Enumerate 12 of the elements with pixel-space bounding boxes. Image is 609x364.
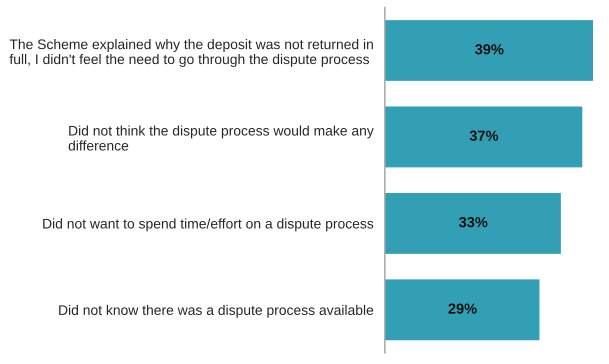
y-tick-label: Did not think the dispute process would make any difference: [68, 125, 374, 151]
bar: [384, 18, 594, 82]
data-label: 37%: [470, 130, 498, 141]
bar: [384, 278, 541, 342]
y-tick-label: Did not want to spend time/effort on a dispute process: [43, 218, 374, 232]
bar: [384, 192, 562, 256]
data-label: 29%: [448, 303, 477, 314]
bar: [384, 105, 584, 169]
y-tick-label: The Scheme explained why the deposit was not returned in full, I didn't feel the need to go through the dispute process: [10, 39, 373, 67]
y-tick-label: Did not know there was a dispute process available: [59, 304, 374, 318]
data-label: 39%: [475, 44, 504, 54]
data-label: 33%: [458, 216, 488, 228]
